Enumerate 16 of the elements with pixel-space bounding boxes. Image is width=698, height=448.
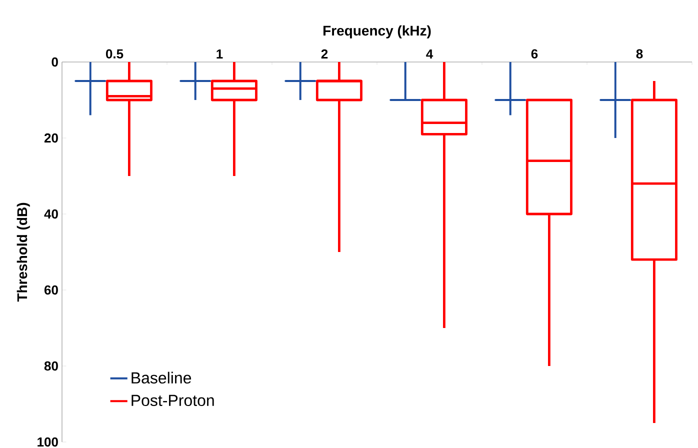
x-tick-label: 8 bbox=[636, 49, 643, 58]
x-tick-label: 4 bbox=[426, 50, 434, 58]
x-tick-label: 2 bbox=[321, 49, 328, 58]
x-axis-title: Frequency (kHz) bbox=[323, 25, 431, 38]
y-tick-label: 60 bbox=[44, 285, 58, 295]
legend-label: Baseline bbox=[132, 372, 192, 384]
y-tick-label: 20 bbox=[44, 133, 58, 143]
y-tick-label: 80 bbox=[44, 361, 58, 371]
x-tick-label: 6 bbox=[531, 49, 538, 58]
y-tick-label: 40 bbox=[44, 209, 58, 219]
x-tick-label: 0.5 bbox=[106, 49, 124, 58]
y-tick-label: 0 bbox=[52, 57, 58, 67]
x-tick-label: 1 bbox=[216, 50, 223, 58]
y-axis-title: Threshold (dB) bbox=[16, 202, 30, 302]
y-tick-label: 100 bbox=[38, 437, 58, 447]
legend-label: Post-Proton bbox=[132, 394, 214, 406]
